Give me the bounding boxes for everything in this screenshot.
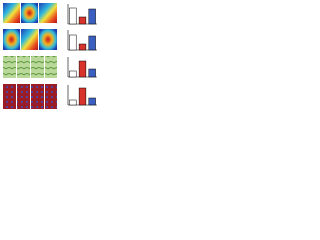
charts (67, 4, 97, 106)
bar (78, 16, 87, 25)
bar (69, 70, 77, 78)
histology-row (3, 84, 57, 109)
bar (69, 34, 77, 51)
bar (78, 60, 87, 78)
bar (69, 7, 77, 25)
bar (88, 8, 96, 25)
bar (88, 68, 96, 78)
bar (88, 97, 96, 106)
bar (69, 99, 77, 106)
histology-row (3, 56, 57, 78)
bar (88, 35, 96, 51)
bar (78, 43, 87, 51)
heatmap-row (3, 3, 57, 23)
heatmap-row (3, 29, 57, 50)
bar (78, 87, 87, 106)
figure (3, 3, 97, 109)
